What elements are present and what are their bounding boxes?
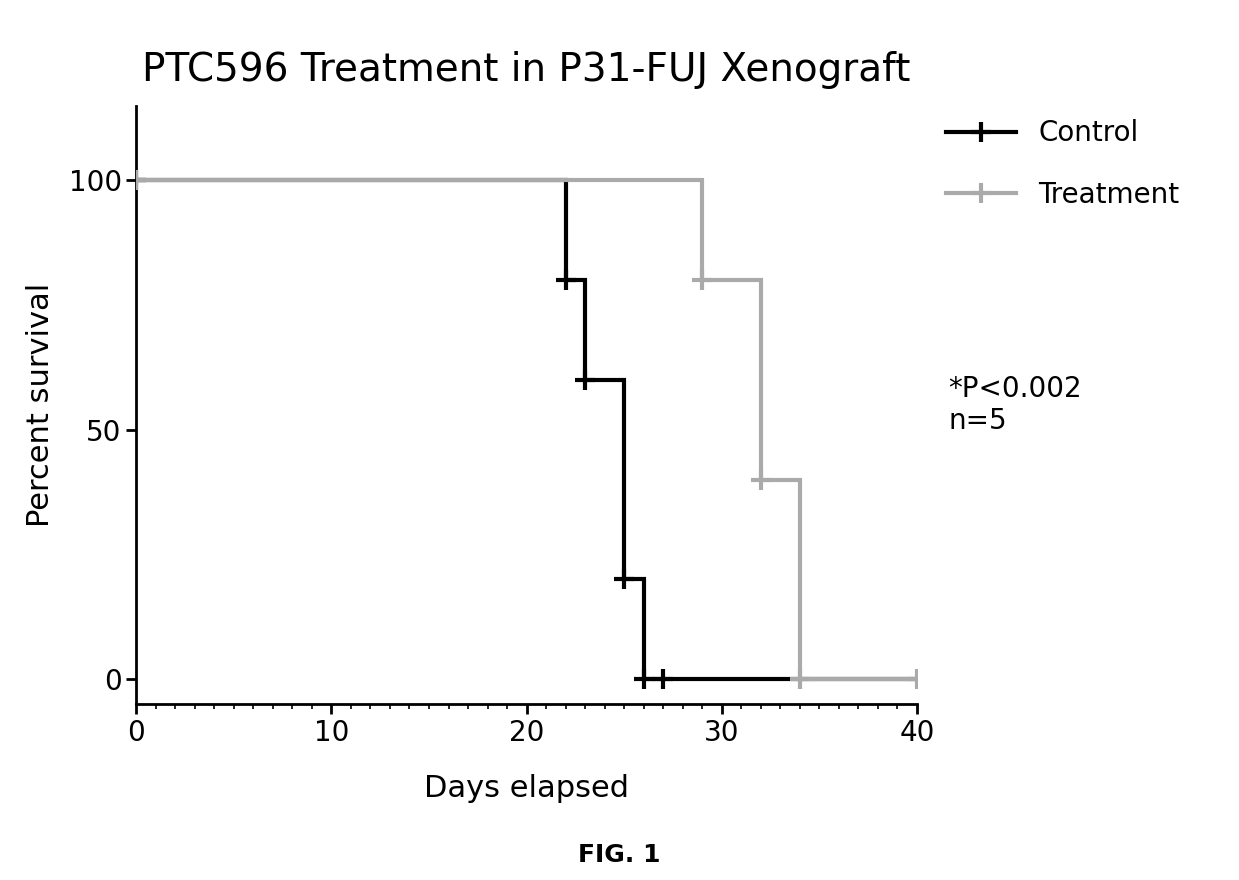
Legend: Control, Treatment: Control, Treatment bbox=[947, 120, 1180, 209]
Title: PTC596 Treatment in P31-FUJ Xenograft: PTC596 Treatment in P31-FUJ Xenograft bbox=[142, 50, 911, 89]
Text: FIG. 1: FIG. 1 bbox=[579, 843, 660, 868]
Y-axis label: Percent survival: Percent survival bbox=[26, 282, 55, 527]
Text: *P<0.002
n=5: *P<0.002 n=5 bbox=[948, 375, 1082, 436]
X-axis label: Days elapsed: Days elapsed bbox=[424, 774, 629, 803]
